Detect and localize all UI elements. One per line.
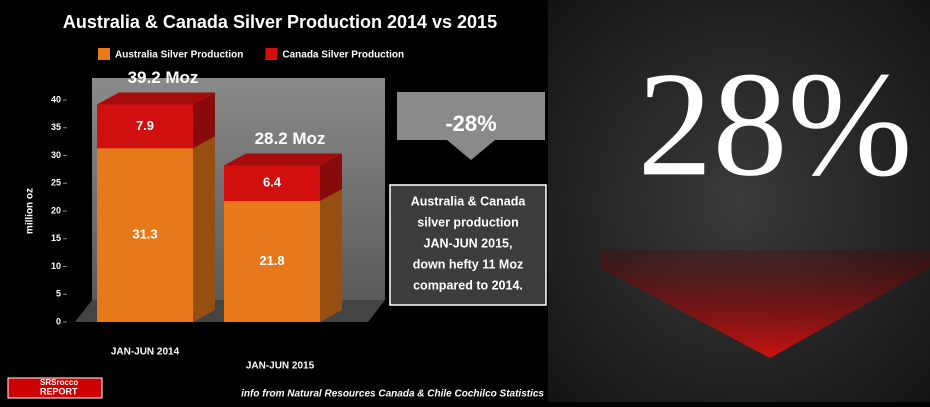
note-line: JAN-JUN 2015, — [424, 236, 513, 250]
note-box — [389, 184, 547, 306]
y-tick-label: 5 — [56, 289, 61, 299]
legend-label: Australia Silver Production — [115, 50, 243, 61]
bar-side — [193, 136, 215, 322]
total-label: 28.2 Moz — [255, 129, 326, 148]
bar-side — [320, 153, 342, 202]
bar-segment — [97, 148, 193, 322]
bar-side — [320, 189, 342, 322]
y-tick-label: 15 — [51, 233, 61, 243]
y-axis-label: million oz — [25, 188, 36, 234]
bar-segment — [97, 104, 193, 149]
bar-top — [97, 92, 215, 105]
y-tick-label: 30 — [51, 150, 61, 160]
value-label: 31.3 — [132, 227, 157, 242]
y-tick-label: 25 — [51, 178, 61, 188]
note-line: down hefty 11 Moz — [413, 257, 523, 271]
value-label: 21.8 — [259, 253, 284, 268]
legend-label: Canada Silver Production — [282, 50, 404, 61]
value-label: 7.9 — [136, 118, 154, 133]
y-tick-label: 10 — [51, 261, 61, 271]
y-tick-label: 35 — [51, 122, 61, 132]
down-arrow — [600, 250, 930, 358]
chart-title: Australia & Canada Silver Production 201… — [63, 12, 497, 32]
y-tick-label: 0 — [56, 316, 61, 326]
note-line: silver production — [417, 215, 518, 229]
y-tick-label: 20 — [51, 205, 61, 215]
bar-segment — [224, 201, 320, 322]
y-tick-label: 40 — [51, 94, 61, 104]
logo-box — [7, 377, 103, 399]
logo-text: REPORT — [40, 386, 78, 396]
x-tick-label: JAN-JUN 2014 — [111, 347, 180, 358]
banner-text: 28% — [638, 41, 913, 207]
value-label: 6.4 — [263, 175, 282, 190]
note-line: compared to 2014. — [413, 278, 523, 292]
change-label: -28% — [445, 111, 496, 136]
legend-swatch — [265, 48, 278, 60]
x-tick-label: JAN-JUN 2015 — [246, 361, 315, 372]
note-line: Australia & Canada — [411, 194, 527, 208]
change-arrow — [397, 92, 545, 160]
bar-side — [193, 92, 215, 149]
total-label: 39.2 Moz — [128, 68, 199, 87]
source: info from Natural Resources Canada & Chi… — [241, 389, 544, 400]
logo-text: SRSrocco — [40, 378, 78, 387]
bar-top — [224, 153, 342, 166]
legend-swatch — [98, 48, 110, 60]
bar-segment — [224, 165, 320, 202]
